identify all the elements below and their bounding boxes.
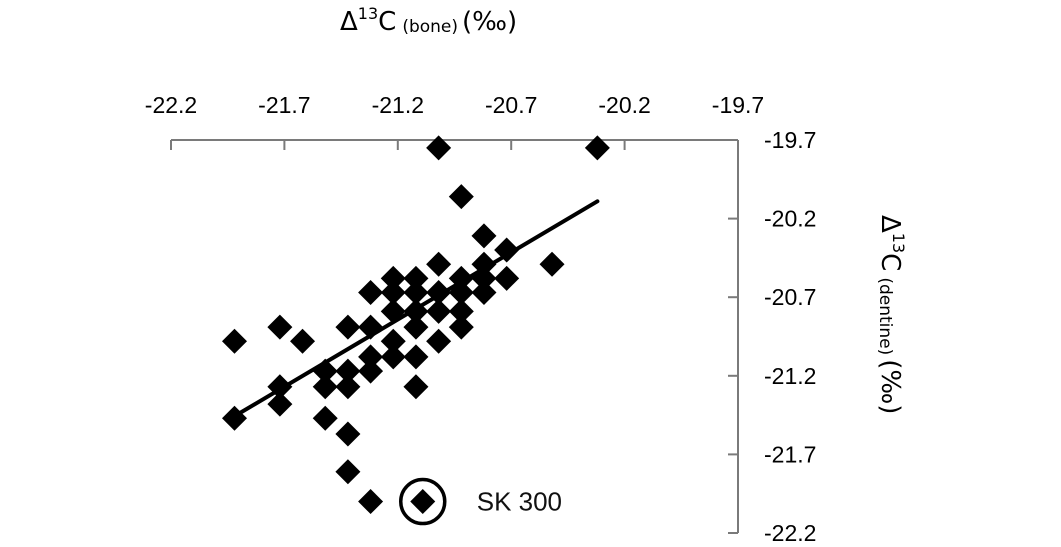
data-point-diamond bbox=[410, 489, 436, 515]
highlight-circle bbox=[398, 477, 447, 526]
data-point-diamond bbox=[448, 279, 474, 305]
data-point-diamond bbox=[448, 265, 474, 291]
data-point-diamond bbox=[267, 391, 293, 417]
data-point-diamond bbox=[426, 135, 452, 161]
data-point-diamond bbox=[335, 421, 361, 447]
data-point-diamond bbox=[426, 251, 452, 277]
data-point-diamond bbox=[358, 489, 384, 515]
data-point-diamond bbox=[448, 184, 474, 210]
annotation-label: SK 300 bbox=[477, 487, 562, 517]
data-point-diamond bbox=[358, 344, 384, 370]
x-axis: -22.2 -21.7 -21.2 -20.7 -20.2 -19.7 bbox=[145, 92, 764, 150]
x-tick-label: -21.2 bbox=[372, 92, 424, 118]
data-point-diamond bbox=[471, 223, 497, 249]
data-point-diamond bbox=[335, 459, 361, 485]
data-point-diamond bbox=[403, 279, 429, 305]
data-point-diamond bbox=[290, 328, 316, 354]
data-points bbox=[222, 135, 610, 515]
x-tick-label: -19.7 bbox=[712, 92, 764, 118]
data-point-diamond bbox=[380, 298, 406, 324]
x-tick-label: -21.7 bbox=[258, 92, 310, 118]
data-point-diamond bbox=[380, 279, 406, 305]
data-point-diamond bbox=[448, 314, 474, 340]
data-point-diamond bbox=[494, 237, 520, 263]
data-point-diamond bbox=[448, 298, 474, 324]
data-point-diamond bbox=[426, 279, 452, 305]
data-point-diamond bbox=[403, 344, 429, 370]
data-point-diamond bbox=[471, 251, 497, 277]
data-point-diamond bbox=[380, 344, 406, 370]
y-tick-label: -20.7 bbox=[764, 284, 816, 310]
data-point-diamond bbox=[380, 265, 406, 291]
data-point-diamond bbox=[426, 328, 452, 354]
data-point-diamond bbox=[335, 358, 361, 384]
y-axis: -19.7 -20.2 -20.7 -21.2 -21.7 -22.2 bbox=[728, 127, 816, 546]
data-point-diamond bbox=[471, 279, 497, 305]
x-tick-label: -20.7 bbox=[485, 92, 537, 118]
data-point-diamond bbox=[584, 135, 610, 161]
data-point-diamond bbox=[222, 328, 248, 354]
sk300-annotation: SK 300 bbox=[398, 477, 562, 526]
data-point-diamond bbox=[335, 374, 361, 400]
data-point-diamond bbox=[267, 314, 293, 340]
data-point-diamond bbox=[312, 358, 338, 384]
y-tick-label: -22.2 bbox=[764, 520, 816, 546]
data-point-diamond bbox=[222, 405, 248, 431]
data-point-diamond bbox=[335, 314, 361, 340]
data-point-diamond bbox=[403, 265, 429, 291]
data-point-diamond bbox=[358, 358, 384, 384]
data-point-diamond bbox=[403, 298, 429, 324]
y-axis-title: Δ13C(dentine)(‰) bbox=[875, 215, 908, 414]
x-tick-label: -22.2 bbox=[145, 92, 197, 118]
x-axis-title: Δ13C (bone) (‰) bbox=[340, 4, 517, 37]
data-point-diamond bbox=[426, 298, 452, 324]
data-point-diamond bbox=[358, 279, 384, 305]
data-point-diamond bbox=[403, 314, 429, 340]
y-tick-label: -20.2 bbox=[764, 206, 816, 232]
data-point-diamond bbox=[494, 265, 520, 291]
data-point-diamond bbox=[267, 374, 293, 400]
data-point-diamond bbox=[539, 251, 565, 277]
y-tick-label: -21.2 bbox=[764, 363, 816, 389]
data-point-diamond bbox=[358, 314, 384, 340]
data-point-diamond bbox=[312, 374, 338, 400]
y-tick-label: -19.7 bbox=[764, 127, 816, 153]
data-point-diamond bbox=[471, 265, 497, 291]
data-point-diamond bbox=[312, 405, 338, 431]
data-point-diamond bbox=[403, 374, 429, 400]
x-tick-label: -20.2 bbox=[598, 92, 650, 118]
data-point-diamond bbox=[380, 328, 406, 354]
y-tick-label: -21.7 bbox=[764, 441, 816, 467]
